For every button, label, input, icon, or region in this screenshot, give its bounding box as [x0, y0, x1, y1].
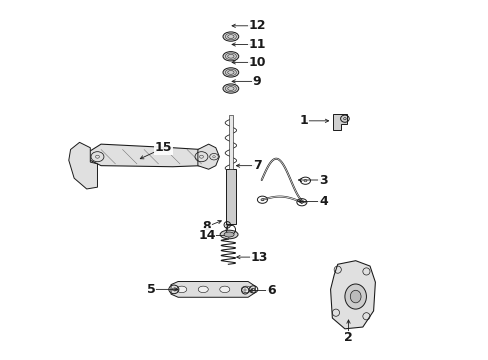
Bar — [228, 116, 232, 169]
Ellipse shape — [224, 232, 234, 237]
Text: 4: 4 — [318, 195, 327, 208]
Ellipse shape — [241, 286, 251, 293]
Text: 9: 9 — [252, 75, 261, 88]
Bar — [225, 169, 235, 224]
Polygon shape — [171, 282, 255, 297]
Text: 1: 1 — [299, 114, 307, 127]
Ellipse shape — [176, 286, 186, 293]
Polygon shape — [333, 114, 346, 130]
Text: 13: 13 — [250, 251, 267, 264]
Text: 8: 8 — [202, 220, 211, 233]
Text: 10: 10 — [248, 56, 265, 69]
Ellipse shape — [344, 284, 366, 309]
Ellipse shape — [198, 286, 208, 293]
Polygon shape — [330, 261, 375, 329]
Ellipse shape — [219, 286, 229, 293]
Polygon shape — [69, 142, 97, 189]
Text: 5: 5 — [146, 283, 155, 296]
Text: 11: 11 — [248, 38, 265, 51]
Ellipse shape — [223, 84, 238, 93]
Text: 3: 3 — [319, 174, 327, 186]
Ellipse shape — [223, 51, 238, 61]
Text: 2: 2 — [344, 331, 352, 344]
Ellipse shape — [223, 32, 238, 41]
Text: 14: 14 — [198, 229, 215, 242]
Text: 12: 12 — [248, 19, 265, 32]
Polygon shape — [86, 144, 208, 167]
Text: 6: 6 — [266, 284, 275, 297]
Polygon shape — [198, 144, 219, 169]
Ellipse shape — [349, 290, 360, 303]
Text: 15: 15 — [155, 141, 172, 154]
Text: 7: 7 — [252, 159, 261, 172]
Ellipse shape — [220, 230, 238, 239]
Ellipse shape — [223, 68, 238, 77]
